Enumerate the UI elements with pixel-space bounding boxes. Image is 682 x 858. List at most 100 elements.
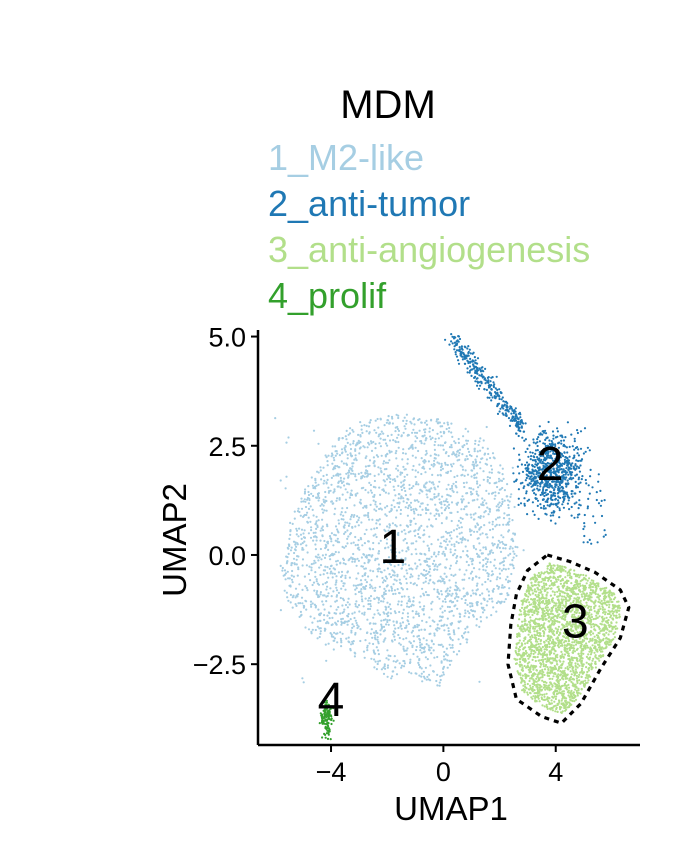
point-m2-like bbox=[470, 487, 473, 490]
point-anti-tumor bbox=[472, 363, 475, 366]
point-m2-like bbox=[418, 463, 421, 466]
point-anti-angiogenesis bbox=[547, 599, 551, 602]
point-m2-like bbox=[440, 643, 443, 646]
point-m2-like bbox=[406, 612, 409, 615]
point-m2-like bbox=[448, 643, 451, 646]
point-m2-like bbox=[466, 457, 469, 461]
point-anti-tumor bbox=[483, 377, 487, 380]
point-m2-like bbox=[426, 525, 429, 528]
point-m2-like bbox=[355, 478, 358, 482]
point-m2-like bbox=[466, 555, 469, 558]
point-m2-like bbox=[384, 506, 387, 509]
point-anti-angiogenesis bbox=[521, 601, 524, 605]
point-m2-like bbox=[482, 470, 485, 473]
point-m2-like bbox=[497, 587, 500, 590]
point-m2-like bbox=[337, 519, 340, 522]
point-anti-tumor bbox=[560, 475, 563, 478]
point-m2-like bbox=[301, 588, 304, 592]
point-anti-angiogenesis bbox=[536, 673, 540, 676]
point-anti-tumor bbox=[529, 475, 532, 479]
point-anti-angiogenesis bbox=[554, 710, 557, 713]
point-m2-like bbox=[446, 493, 449, 496]
point-m2-like bbox=[423, 552, 426, 556]
point-m2-like bbox=[343, 532, 346, 536]
point-m2-like bbox=[491, 542, 494, 545]
point-m2-like bbox=[382, 619, 385, 622]
point-m2-like bbox=[416, 655, 419, 658]
point-m2-like bbox=[504, 578, 508, 581]
point-anti-tumor bbox=[542, 462, 546, 465]
point-m2-like bbox=[395, 673, 399, 676]
point-m2-like bbox=[397, 429, 401, 432]
point-anti-tumor bbox=[525, 492, 528, 495]
point-anti-tumor bbox=[523, 497, 526, 500]
point-anti-angiogenesis bbox=[585, 594, 588, 597]
point-anti-tumor bbox=[492, 381, 495, 384]
point-m2-like bbox=[393, 488, 396, 492]
point-m2-like bbox=[368, 642, 371, 645]
point-m2-like bbox=[301, 546, 304, 550]
point-m2-like bbox=[358, 501, 361, 504]
point-m2-like bbox=[417, 500, 420, 503]
point-m2-like bbox=[460, 531, 463, 534]
point-m2-like bbox=[467, 631, 470, 634]
point-m2-like bbox=[347, 619, 350, 623]
point-anti-tumor bbox=[587, 484, 590, 487]
legend-entry-m2-like: 1_M2-like bbox=[268, 137, 424, 178]
point-m2-like bbox=[317, 608, 320, 611]
point-m2-like bbox=[389, 477, 392, 480]
point-m2-like bbox=[492, 491, 495, 494]
point-m2-like bbox=[482, 564, 485, 567]
point-m2-like bbox=[466, 549, 469, 553]
point-m2-like bbox=[359, 639, 362, 643]
point-m2-like bbox=[388, 459, 391, 462]
point-m2-like bbox=[499, 541, 502, 544]
point-m2-like bbox=[373, 495, 376, 498]
point-m2-like bbox=[420, 667, 423, 670]
point-anti-angiogenesis bbox=[589, 586, 592, 589]
point-m2-like bbox=[411, 610, 414, 613]
point-m2-like bbox=[379, 418, 382, 421]
point-m2-like bbox=[377, 653, 380, 656]
point-anti-tumor bbox=[494, 387, 497, 390]
point-m2-like bbox=[431, 473, 434, 476]
point-m2-like bbox=[476, 464, 479, 467]
point-m2-like bbox=[407, 447, 410, 450]
point-m2-like bbox=[507, 530, 510, 533]
point-anti-tumor bbox=[518, 472, 521, 475]
point-m2-like bbox=[415, 540, 418, 543]
point-anti-angiogenesis bbox=[546, 567, 549, 570]
point-m2-like bbox=[425, 493, 428, 496]
point-m2-like bbox=[319, 573, 322, 577]
point-m2-like bbox=[458, 458, 461, 461]
point-m2-like bbox=[439, 563, 442, 566]
point-m2-like bbox=[298, 615, 301, 619]
point-m2-like bbox=[427, 547, 431, 550]
point-m2-like bbox=[478, 527, 481, 530]
point-anti-angiogenesis bbox=[550, 630, 553, 633]
point-m2-like bbox=[478, 625, 481, 629]
point-anti-tumor bbox=[565, 446, 569, 449]
point-m2-like bbox=[399, 582, 403, 585]
point-m2-like bbox=[363, 567, 366, 570]
point-anti-tumor bbox=[583, 534, 586, 538]
point-m2-like bbox=[341, 437, 344, 440]
point-m2-like bbox=[357, 572, 360, 575]
point-anti-tumor bbox=[488, 396, 491, 399]
point-m2-like bbox=[466, 626, 469, 629]
point-m2-like bbox=[506, 592, 509, 595]
point-anti-angiogenesis bbox=[532, 625, 535, 629]
point-m2-like bbox=[502, 536, 505, 539]
point-anti-tumor bbox=[530, 478, 533, 481]
point-anti-tumor bbox=[575, 484, 578, 488]
point-m2-like bbox=[353, 655, 356, 658]
point-m2-like bbox=[370, 628, 373, 631]
point-m2-like bbox=[367, 464, 370, 468]
point-m2-like bbox=[474, 439, 477, 442]
point-anti-tumor bbox=[512, 412, 516, 415]
point-m2-like bbox=[321, 554, 324, 557]
point-m2-like bbox=[316, 620, 319, 623]
point-m2-like bbox=[291, 581, 294, 584]
point-m2-like bbox=[451, 592, 454, 595]
point-anti-tumor bbox=[543, 451, 546, 454]
